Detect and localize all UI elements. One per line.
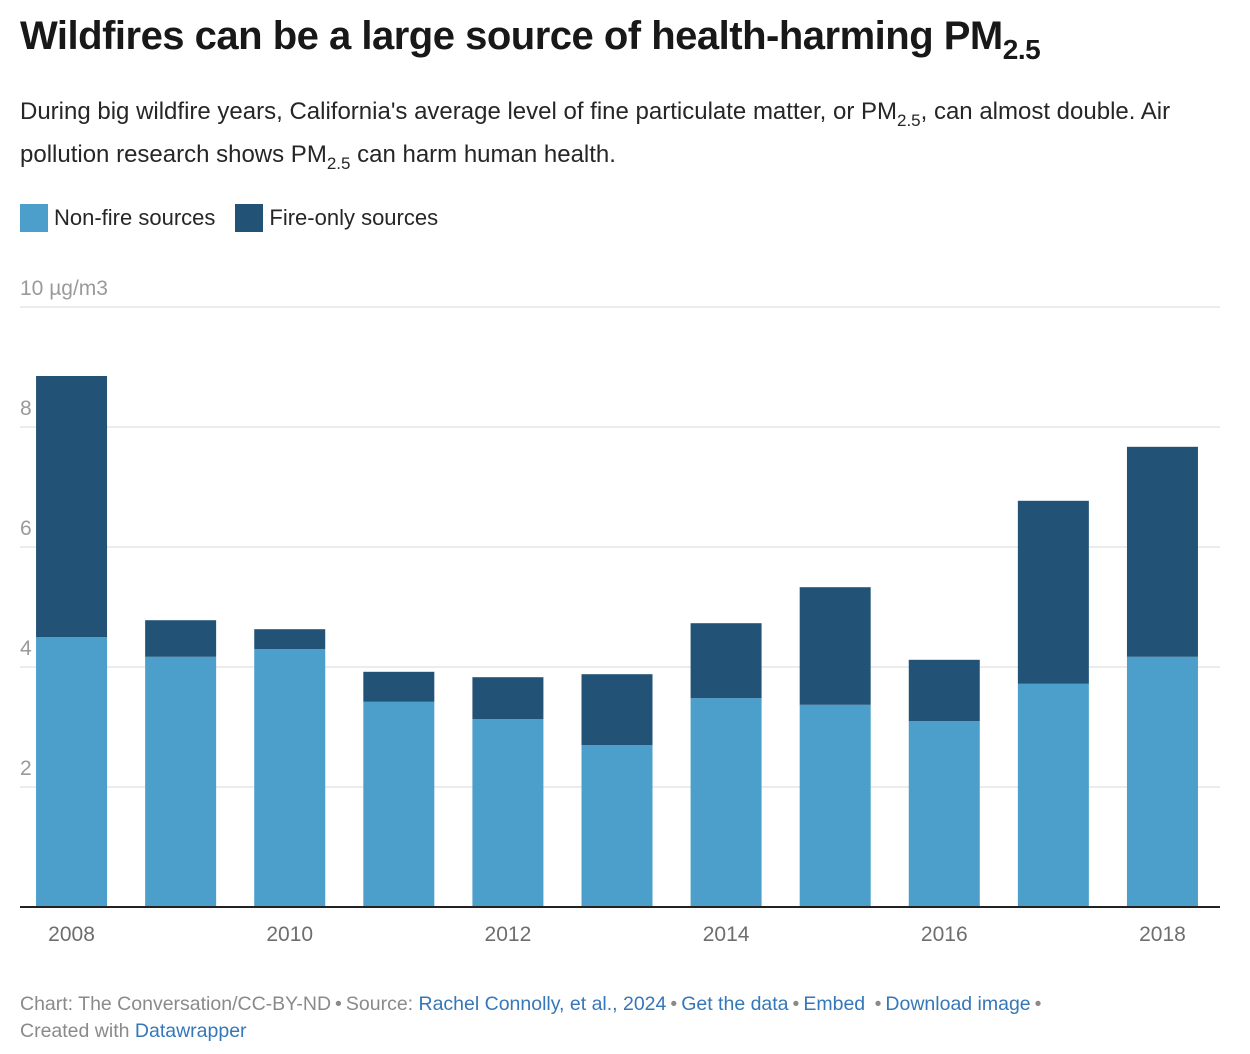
bar-segment-non-fire: [363, 701, 435, 907]
subtitle-subscript-2: 2.5: [326, 154, 351, 173]
subtitle-text-2: , can almost double. Air pollution resea…: [20, 98, 1171, 168]
separator-dot: •: [670, 993, 678, 1015]
bar-segment-fire-only: [36, 376, 108, 637]
x-tick-label: 2014: [703, 923, 750, 946]
separator-dot: •: [335, 993, 342, 1015]
bar-segment-non-fire: [145, 656, 217, 907]
stacked-bar-chart: 2 4 6 8 10 µg/m3 2008 2010 2012 2014 2016 2018: [20, 277, 1220, 946]
bar-segment-non-fire: [908, 721, 980, 907]
subtitle-text-1: During big wildfire years, California's …: [20, 98, 897, 125]
subtitle-subscript-1: 2.5: [896, 111, 921, 130]
y-axis-ticks: 2 4 6 8 10 µg/m3: [20, 277, 108, 780]
separator-dot: •: [1034, 993, 1042, 1015]
y-tick-label: 8: [20, 397, 32, 420]
chart-title: Wildfires can be a large source of healt…: [20, 14, 1041, 64]
bar-segment-fire-only: [363, 671, 435, 702]
x-tick-label: 2012: [485, 923, 532, 946]
bar-segment-non-fire: [36, 637, 108, 907]
x-axis-ticks: 2008 2010 2012 2014 2016 2018: [48, 923, 1186, 946]
bar-segment-fire-only: [254, 629, 326, 649]
bar-segment-non-fire: [690, 698, 762, 907]
created-with-label: Created with: [20, 1020, 130, 1042]
bar-segment-fire-only: [1126, 446, 1198, 657]
chart-footer: Chart: The Conversation/CC-BY-ND • Source:…: [20, 991, 1046, 1045]
bar-segment-fire-only: [145, 620, 217, 657]
x-tick-label: 2010: [266, 923, 313, 946]
y-tick-label: 4: [20, 637, 32, 660]
x-tick-label: 2016: [921, 923, 968, 946]
bar-segment-fire-only: [690, 623, 762, 699]
bar-segment-non-fire: [581, 745, 653, 907]
bar-segment-fire-only: [799, 587, 871, 705]
bar-segment-fire-only: [908, 659, 980, 721]
bar-segment-non-fire: [1017, 683, 1089, 907]
legend: Non-fire sources Fire-only sources: [20, 204, 458, 232]
y-tick-label: 6: [20, 517, 32, 540]
get-data-link[interactable]: Get the data: [681, 993, 789, 1015]
y-tick-label: 10 µg/m3: [20, 277, 108, 300]
x-tick-label: 2018: [1139, 923, 1186, 946]
embed-link[interactable]: Embed: [803, 993, 866, 1015]
source-label: Source:: [345, 993, 414, 1015]
subtitle-text-3: can harm human health.: [350, 141, 616, 168]
legend-item-non-fire: Non-fire sources: [20, 204, 215, 232]
legend-swatch-non-fire: [20, 204, 48, 232]
bar-segment-non-fire: [799, 704, 871, 907]
legend-item-fire-only: Fire-only sources: [235, 204, 438, 232]
datawrapper-link[interactable]: Datawrapper: [134, 1020, 247, 1042]
legend-label-fire-only: Fire-only sources: [269, 205, 439, 230]
y-tick-label: 2: [20, 757, 32, 780]
chart-subtitle: During big wildfire years, California's …: [20, 90, 1235, 176]
title-text: Wildfires can be a large source of healt…: [20, 14, 1003, 58]
bar-segment-fire-only: [581, 674, 653, 745]
source-link[interactable]: Rachel Connolly, et al., 2024: [418, 993, 667, 1015]
title-subscript: 2.5: [1002, 34, 1041, 65]
bar-segment-non-fire: [472, 719, 544, 907]
bar-segment-fire-only: [472, 677, 544, 720]
bar-segment-non-fire: [254, 649, 326, 907]
bar-segment-fire-only: [1017, 500, 1089, 684]
x-tick-label: 2008: [48, 923, 95, 946]
bar-segment-non-fire: [1126, 656, 1198, 907]
separator-dot: •: [874, 993, 882, 1015]
bars: [36, 376, 1198, 907]
download-image-link[interactable]: Download image: [885, 993, 1031, 1015]
legend-swatch-fire-only: [235, 204, 264, 232]
legend-label-non-fire: Non-fire sources: [54, 205, 216, 230]
chart-credit: Chart: The Conversation/CC-BY-ND: [20, 993, 332, 1015]
separator-dot: •: [792, 993, 800, 1015]
